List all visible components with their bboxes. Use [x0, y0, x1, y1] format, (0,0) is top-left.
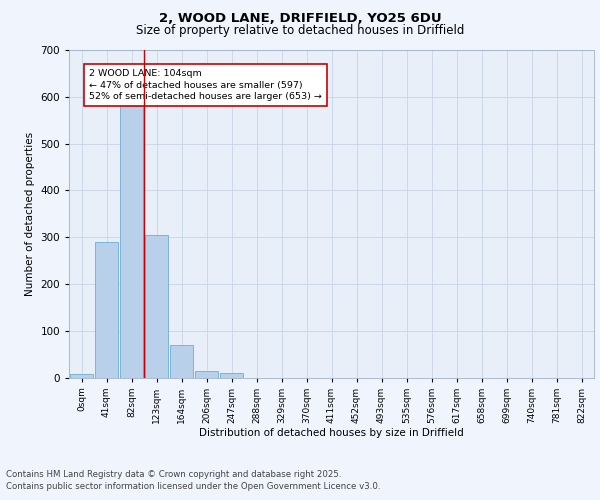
Text: 2, WOOD LANE, DRIFFIELD, YO25 6DU: 2, WOOD LANE, DRIFFIELD, YO25 6DU [158, 12, 442, 26]
Text: Size of property relative to detached houses in Driffield: Size of property relative to detached ho… [136, 24, 464, 37]
Bar [70, 374, 93, 378]
Y-axis label: Number of detached properties: Number of detached properties [25, 132, 35, 296]
Text: 2 WOOD LANE: 104sqm
← 47% of detached houses are smaller (597)
52% of semi-detac: 2 WOOD LANE: 104sqm ← 47% of detached ho… [89, 68, 322, 102]
Text: Contains HM Land Registry data © Crown copyright and database right 2025.: Contains HM Land Registry data © Crown c… [6, 470, 341, 479]
Bar [195, 371, 218, 378]
Bar [170, 345, 193, 378]
X-axis label: Distribution of detached houses by size in Driffield: Distribution of detached houses by size … [199, 428, 464, 438]
Text: Contains public sector information licensed under the Open Government Licence v3: Contains public sector information licen… [6, 482, 380, 491]
Bar [145, 235, 168, 378]
Bar [95, 242, 118, 378]
Bar [120, 106, 143, 378]
Bar [220, 373, 243, 378]
